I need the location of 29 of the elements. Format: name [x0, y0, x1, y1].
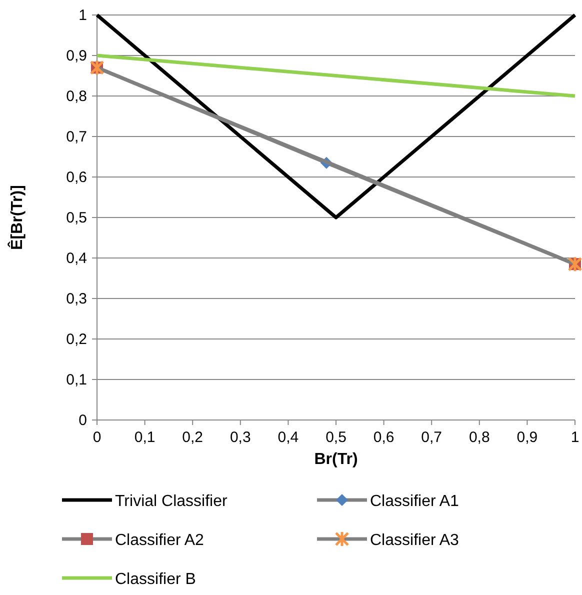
legend-label: Classifier A3: [370, 532, 460, 549]
y-tick-label: 0,1: [66, 372, 87, 388]
y-tick-label: 0,6: [66, 169, 87, 186]
x-tick-label: 1: [570, 429, 580, 446]
y-tick-label: 0,9: [66, 48, 87, 64]
x-tick-label: 0,4: [278, 429, 299, 446]
x-tick-label: 0,3: [230, 429, 251, 446]
y-tick-label: 0,3: [66, 290, 87, 308]
x-tick-label: 0: [92, 429, 102, 446]
x-tick-label: 0,5: [326, 429, 346, 446]
legend-label: Trivial Classifier: [115, 493, 228, 510]
y-tick-label: 1: [78, 7, 87, 24]
y-tick-label: 0,2: [66, 331, 87, 348]
x-tick-label: 0,9: [516, 429, 538, 446]
y-tick-label: 0: [78, 412, 87, 429]
x-tick-label: 0,6: [373, 429, 394, 446]
x-tick-label: 0,2: [182, 429, 204, 446]
legend-label: Classifier B: [115, 571, 196, 588]
y-tick-label: 0,4: [66, 250, 87, 267]
x-tick-label: 0,7: [421, 429, 442, 446]
y-axis-title: Ê[Br(Tr)]: [7, 185, 26, 250]
y-tick-label: 0,5: [66, 210, 87, 226]
y-tick-label: 0,8: [66, 88, 87, 105]
x-tick-label: 0,1: [134, 429, 156, 446]
x-tick-label: 0,8: [468, 429, 490, 446]
x-axis-title: Br(Tr): [314, 451, 358, 468]
legend-label: Classifier A1: [370, 493, 460, 510]
y-tick-label: 0,7: [66, 128, 87, 146]
legend-label: Classifier A2: [115, 532, 204, 549]
